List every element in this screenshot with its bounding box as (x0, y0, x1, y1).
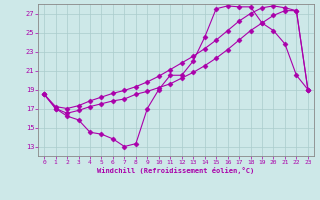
X-axis label: Windchill (Refroidissement éolien,°C): Windchill (Refroidissement éolien,°C) (97, 167, 255, 174)
